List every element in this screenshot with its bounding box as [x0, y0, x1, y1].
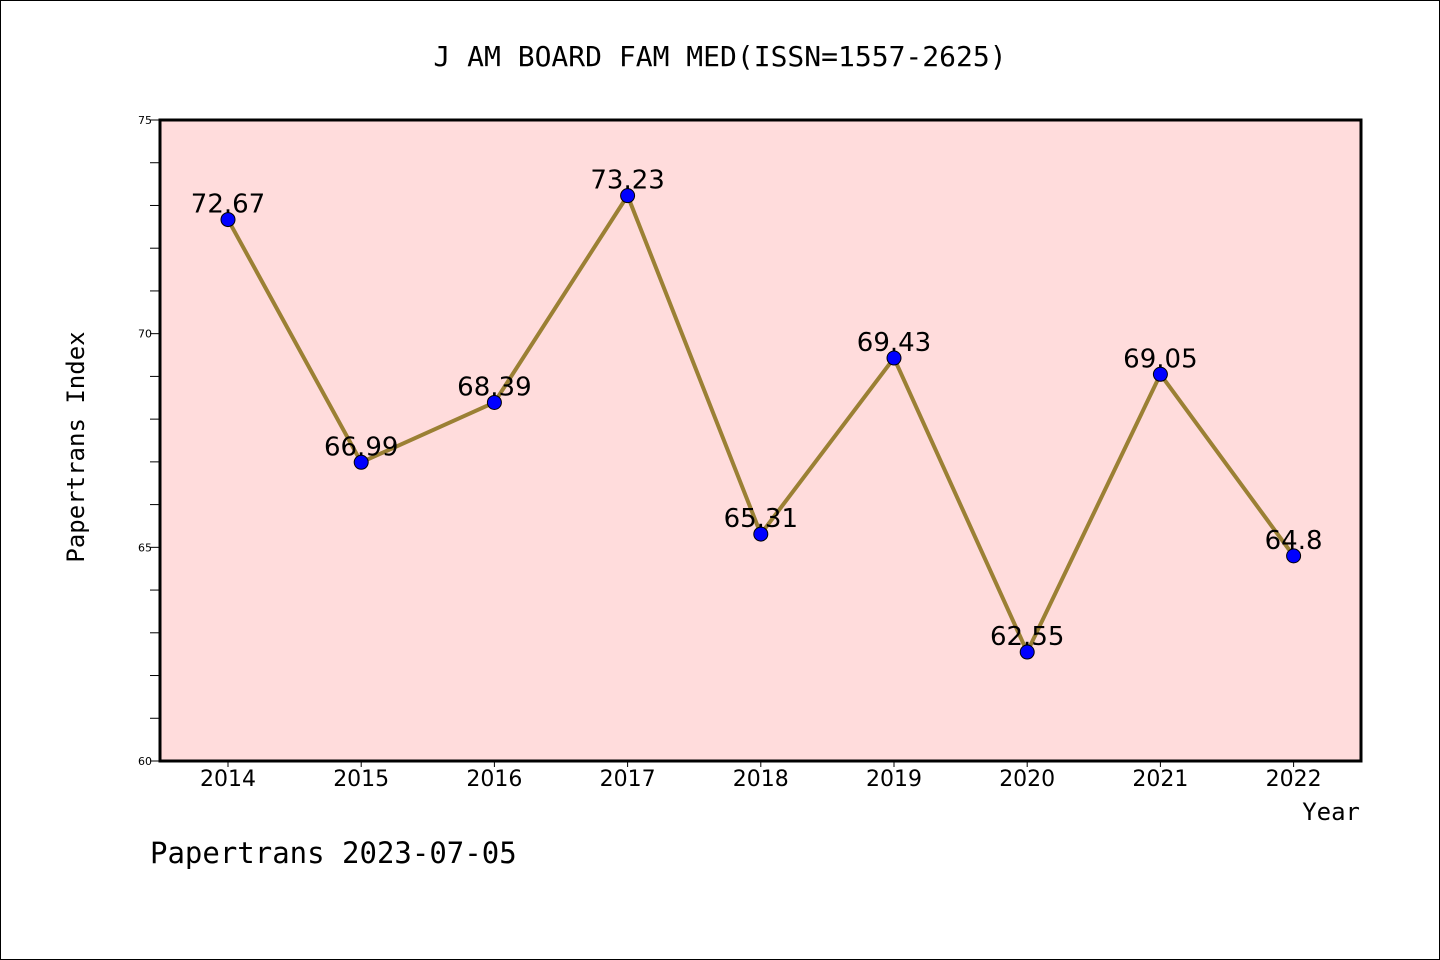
data-label: 72.67	[191, 190, 265, 220]
data-point	[1152, 366, 1168, 382]
data-labels: 72.67 66.99 68.39 73.23 65.31 69.43 62.55 69.05…	[191, 166, 1323, 652]
data-point	[1019, 644, 1035, 660]
data-point	[220, 212, 236, 228]
data-point	[886, 350, 902, 366]
x-tick-label: 2014	[200, 767, 256, 792]
data-label: 69.05	[1123, 344, 1197, 374]
data-points	[220, 188, 1302, 660]
data-point	[1286, 548, 1302, 564]
x-tick-label: 2021	[1132, 767, 1188, 792]
data-point	[620, 188, 636, 204]
data-label: 73.23	[590, 166, 664, 196]
plot-area	[158, 118, 1363, 763]
y-axis: 60 65 70 75	[138, 114, 160, 768]
x-tick-label: 2018	[733, 767, 789, 792]
x-tick-label: 2015	[333, 767, 389, 792]
x-tick-label: 2022	[1266, 767, 1322, 792]
y-tick-label: 70	[138, 328, 152, 341]
y-tick-label: 75	[138, 114, 152, 127]
x-tick-label: 2017	[600, 767, 656, 792]
y-tick-label: 65	[138, 541, 152, 554]
data-label: 62.55	[990, 622, 1064, 652]
x-axis: 2014 2015 2016 2017 2018 2019 2020 2021 2022	[200, 761, 1322, 792]
x-tick-label: 2020	[999, 767, 1055, 792]
y-tick-label: 60	[138, 755, 152, 768]
data-point	[486, 394, 502, 410]
y-axis-label: Papertrans Index	[62, 331, 90, 562]
x-tick-label: 2016	[466, 767, 522, 792]
footer-text: Papertrans 2023-07-05	[150, 836, 517, 870]
data-label: 66.99	[324, 432, 398, 462]
data-label: 69.43	[857, 328, 931, 358]
x-tick-label: 2019	[866, 767, 922, 792]
data-point	[353, 454, 369, 470]
data-label: 65.31	[724, 504, 798, 534]
data-label: 68.39	[457, 372, 531, 402]
x-axis-label: Year	[1302, 798, 1360, 826]
chart-title: J AM BOARD FAM MED(ISSN=1557-2625)	[433, 40, 1006, 73]
data-point	[753, 526, 769, 542]
data-label: 64.8	[1265, 526, 1323, 556]
